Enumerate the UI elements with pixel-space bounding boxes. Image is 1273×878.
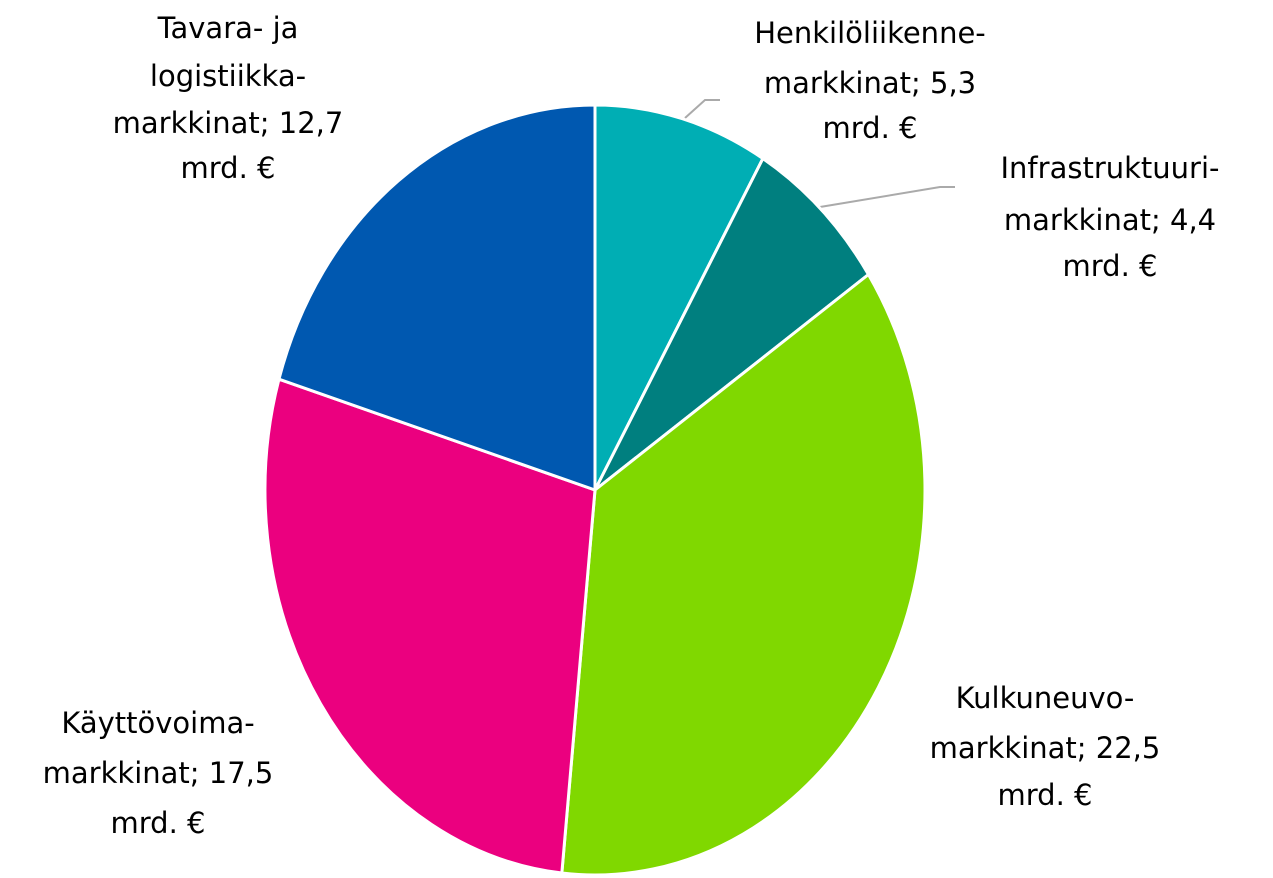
data-label: markkinat; 22,5 — [930, 731, 1161, 765]
data-label: markkinat; 12,7 — [113, 106, 344, 140]
data-label: mrd. € — [1063, 249, 1158, 283]
leader-line — [684, 99, 720, 119]
data-label: mrd. € — [181, 151, 276, 185]
pie-slice — [263, 377, 597, 875]
pie-slice — [560, 272, 927, 877]
pie-slice — [593, 156, 871, 492]
data-label: Kulkuneuvo- — [956, 681, 1135, 715]
data-label: mrd. € — [823, 111, 918, 145]
data-label: Infrastruktuuri- — [1001, 151, 1220, 185]
data-label: Tavara- ja — [157, 11, 299, 45]
leader-line — [819, 186, 955, 208]
data-label: mrd. € — [111, 806, 206, 840]
data-label: logistiikka- — [150, 59, 306, 93]
data-label: markkinat; 4,4 — [1004, 203, 1216, 237]
data-label: markkinat; 5,3 — [764, 66, 976, 100]
pie-slice — [593, 103, 765, 491]
pie-slice — [277, 103, 597, 493]
data-label: mrd. € — [998, 778, 1093, 812]
data-label: markkinat; 17,5 — [43, 756, 274, 790]
data-label: Käyttövoima- — [61, 706, 254, 740]
data-label: Henkilöliikenne- — [754, 16, 986, 50]
